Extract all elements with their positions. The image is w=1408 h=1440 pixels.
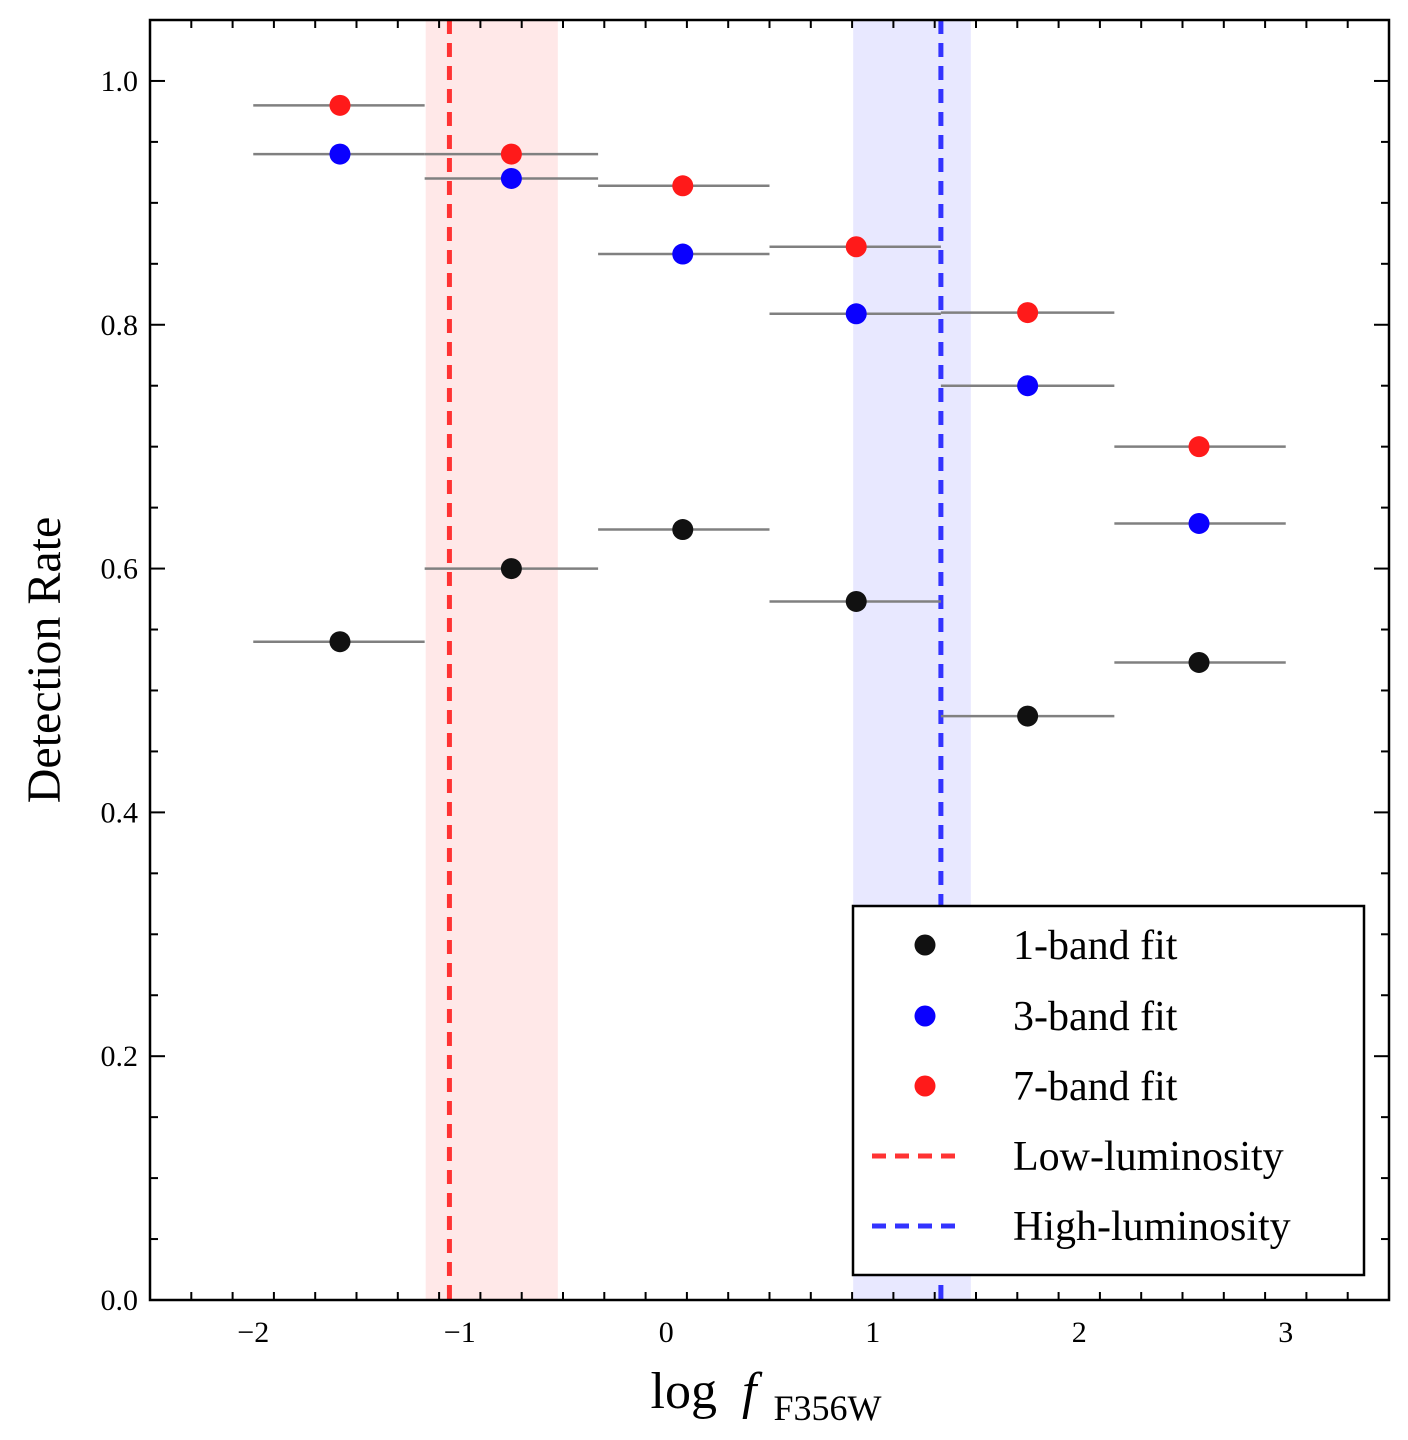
y-tick-label: 1.0: [101, 65, 139, 98]
x-axis-label: log f F356W: [651, 1363, 882, 1428]
data-point-s1-5: [1188, 512, 1210, 534]
legend-label-ref-0: Low-luminosity: [1013, 1134, 1284, 1180]
legend-box: [851, 904, 1366, 1277]
legend-label-ref-1: High-luminosity: [1013, 1204, 1291, 1250]
x-axis-label-prefix: log: [651, 1363, 717, 1420]
axis-ticks: [149, 19, 1390, 1301]
data-point-s1-0: [329, 143, 351, 165]
legend-marker-1: [914, 1005, 936, 1027]
legend-label-1: 3-band fit: [1013, 994, 1178, 1040]
y-axis-label: Detection Rate: [18, 517, 71, 804]
tick-labels: −2 −1 0 1 2 3 0.0 0.2 0.4 0.6 0.8 1.0: [101, 65, 1294, 1349]
y-tick-label: 0.0: [101, 1284, 139, 1317]
x-axis-label-subscript: F356W: [773, 1388, 881, 1428]
y-tick-label: 0.2: [101, 1040, 139, 1073]
data-point-s1-2: [672, 243, 694, 265]
legend-label-2: 7-band fit: [1013, 1064, 1178, 1110]
data-point-s1-1: [500, 167, 522, 189]
y-tick-label: 0.4: [101, 796, 139, 829]
x-tick-label: 1: [865, 1316, 880, 1349]
legend: 1-band fit 3-band fit 7-band fit Low-lumino…: [851, 904, 1366, 1277]
data-point-s0-5: [1188, 651, 1210, 673]
data-point-s0-4: [1017, 705, 1039, 727]
legend-marker-0: [914, 934, 936, 956]
data-point-s0-2: [672, 519, 694, 541]
x-tick-label: 3: [1278, 1316, 1293, 1349]
data-point-s0-1: [500, 558, 522, 580]
x-tick-label: 2: [1072, 1316, 1087, 1349]
data-point-s0-0: [329, 631, 351, 653]
data-point-s2-1: [500, 143, 522, 165]
error-bars: [253, 104, 1286, 718]
y-tick-label: 0.8: [101, 309, 139, 342]
x-tick-label: −2: [237, 1316, 269, 1349]
shaded-band-0: [425, 19, 558, 1301]
data-point-s2-2: [672, 175, 694, 197]
x-tick-label: −1: [444, 1316, 476, 1349]
x-axis-label-var: f: [742, 1363, 763, 1420]
data-point-s1-4: [1017, 375, 1039, 397]
data-point-s2-4: [1017, 302, 1039, 324]
x-tick-label: 0: [659, 1316, 674, 1349]
data-point-s0-3: [845, 590, 867, 612]
legend-label-0: 1-band fit: [1013, 923, 1178, 969]
legend-marker-2: [914, 1075, 936, 1097]
y-tick-label: 0.6: [101, 553, 139, 586]
data-point-s2-3: [845, 236, 867, 258]
data-point-s2-0: [329, 94, 351, 116]
data-points: [329, 94, 1210, 727]
data-point-s1-3: [845, 303, 867, 325]
data-point-s2-5: [1188, 436, 1210, 458]
